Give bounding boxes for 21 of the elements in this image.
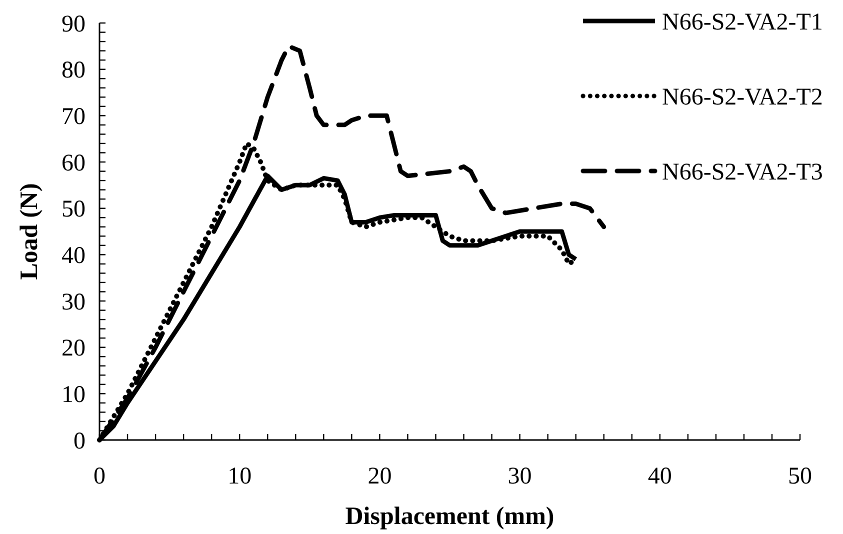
y-tick-label: 20	[62, 336, 86, 362]
y-tick-label: 40	[62, 243, 86, 270]
legend-label: N66-S2-VA2-T3	[662, 159, 823, 186]
y-tick-label: 90	[62, 11, 86, 38]
y-axis-title: Load (N)	[16, 183, 43, 280]
y-tick-label: 0	[74, 428, 86, 454]
x-axis-title: Displacement (mm)	[345, 502, 554, 530]
x-tick-label: 0	[94, 463, 106, 490]
y-tick-label: 70	[62, 104, 86, 130]
x-tick-label: 20	[368, 463, 392, 490]
y-tick-label: 80	[62, 58, 86, 84]
x-tick-label: 10	[228, 463, 252, 490]
x-tick-label: 30	[508, 463, 532, 490]
legend-label: N66-S2-VA2-T2	[662, 84, 823, 110]
y-tick-label: 60	[62, 150, 86, 176]
legend-label: N66-S2-VA2-T1	[662, 9, 823, 36]
y-tick-label: 10	[62, 382, 86, 408]
x-tick-label: 40	[648, 463, 672, 490]
x-tick-label: 50	[788, 463, 812, 490]
y-tick-label: 50	[62, 196, 86, 223]
y-tick-label: 30	[62, 289, 86, 316]
